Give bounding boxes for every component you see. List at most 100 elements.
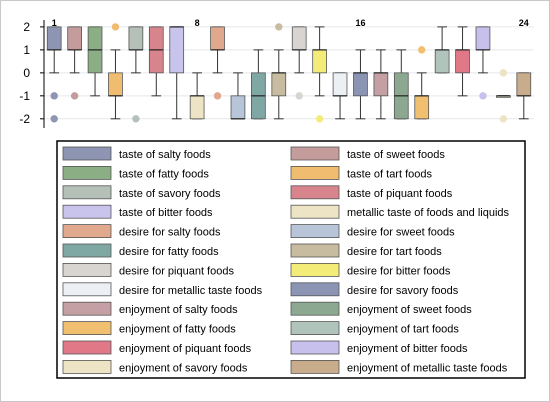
legend-label: enjoyment of savory foods — [119, 362, 248, 374]
box — [169, 26, 185, 74]
outlier-point — [50, 115, 58, 123]
legend-frame — [56, 140, 526, 379]
box — [189, 95, 205, 120]
box — [353, 72, 368, 97]
box-series — [516, 72, 532, 120]
box-series — [251, 49, 266, 120]
legend-label: enjoyment of metallic taste foods — [347, 362, 508, 374]
box-series — [434, 26, 450, 74]
box-series — [373, 49, 389, 120]
legend-label: desire for tart foods — [347, 246, 442, 258]
legend-key — [290, 301, 340, 316]
outlier-point — [213, 92, 222, 100]
y-tick-label: 1 — [23, 43, 30, 57]
box — [46, 26, 62, 51]
outlier-point — [295, 92, 303, 100]
legend-label: enjoyment of piquant foods — [119, 343, 252, 355]
legend-label: taste of salty foods — [119, 149, 211, 161]
y-tick-label: 2 — [23, 20, 30, 34]
outlier-point — [418, 46, 426, 54]
box — [291, 26, 307, 51]
box — [332, 72, 348, 97]
box-number-label: 16 — [355, 18, 365, 28]
legend-label: enjoyment of fatty foods — [119, 324, 236, 336]
legend-key — [290, 243, 340, 258]
outlier-point — [499, 115, 508, 123]
box-series — [46, 26, 62, 123]
legend-key — [290, 185, 340, 200]
box-number-label: 8 — [195, 18, 200, 28]
legend-label: enjoyment of tart foods — [347, 324, 459, 336]
box-series — [353, 49, 368, 120]
box-series — [414, 46, 430, 120]
box — [516, 72, 532, 97]
legend-key — [290, 321, 340, 336]
outlier-point — [479, 92, 487, 100]
box — [108, 72, 123, 97]
box-series — [169, 26, 185, 120]
box — [475, 26, 491, 51]
plot-background — [44, 20, 534, 128]
legend-label: taste of bitter foods — [119, 207, 213, 219]
legend-label: taste of sweet foods — [347, 149, 445, 161]
box — [230, 95, 246, 120]
box-series — [148, 26, 164, 97]
legend-label: taste of savory foods — [119, 188, 221, 200]
outlier-point — [275, 23, 283, 31]
legend-label: taste of fatty foods — [119, 168, 209, 180]
box-series — [128, 26, 144, 123]
legend-label: desire for salty foods — [119, 227, 221, 239]
legend-key — [62, 262, 112, 277]
box-series — [291, 26, 307, 100]
box — [455, 49, 470, 74]
legend-key — [290, 146, 340, 161]
outlier-point — [70, 92, 79, 100]
plot-area: 2 1 0 -1 -2 1 8 16 24 — [19, 18, 534, 128]
legend-key — [290, 204, 340, 219]
y-tick-label: -2 — [19, 112, 30, 126]
box-series — [230, 72, 246, 120]
box — [271, 72, 287, 97]
box — [312, 49, 327, 74]
legend-key — [62, 146, 112, 161]
legend-key — [62, 301, 112, 316]
box — [67, 26, 82, 51]
legend-label: desire for sweet foods — [347, 227, 455, 239]
box — [414, 95, 430, 120]
box-series — [189, 72, 205, 120]
box-series — [393, 49, 409, 120]
box-series — [108, 23, 123, 120]
legend-label: taste of tart foods — [347, 168, 432, 180]
legend-label: enjoyment of sweet foods — [347, 304, 472, 316]
box-series — [271, 23, 287, 120]
legend-label: metallic taste of foods and liquids — [347, 207, 510, 219]
legend-key — [62, 282, 112, 297]
legend-label: desire for savory foods — [347, 285, 459, 297]
box-series — [312, 26, 327, 123]
legend-key — [290, 224, 340, 239]
legend-key — [62, 224, 112, 239]
box-series — [475, 26, 491, 100]
box — [373, 72, 389, 97]
legend: taste of salty foods taste of sweet foods… — [56, 140, 526, 379]
legend-key — [62, 340, 112, 355]
legend-label: taste of piquant foods — [347, 188, 453, 200]
box-series — [210, 26, 225, 100]
legend-key — [62, 359, 112, 374]
outlier-point — [132, 115, 140, 123]
legend-key — [62, 204, 112, 219]
box — [128, 26, 144, 51]
box — [210, 26, 225, 51]
legend-key — [62, 243, 112, 258]
legend-key — [62, 185, 112, 200]
y-tick-label: -1 — [19, 89, 30, 103]
legend-label: enjoyment of salty foods — [119, 304, 238, 316]
legend-label: desire for bitter foods — [347, 265, 451, 277]
box-series — [332, 72, 348, 120]
box — [434, 49, 450, 74]
box-series — [87, 26, 103, 97]
box-series — [455, 26, 470, 97]
legend-key — [290, 282, 340, 297]
legend-key — [62, 321, 112, 336]
